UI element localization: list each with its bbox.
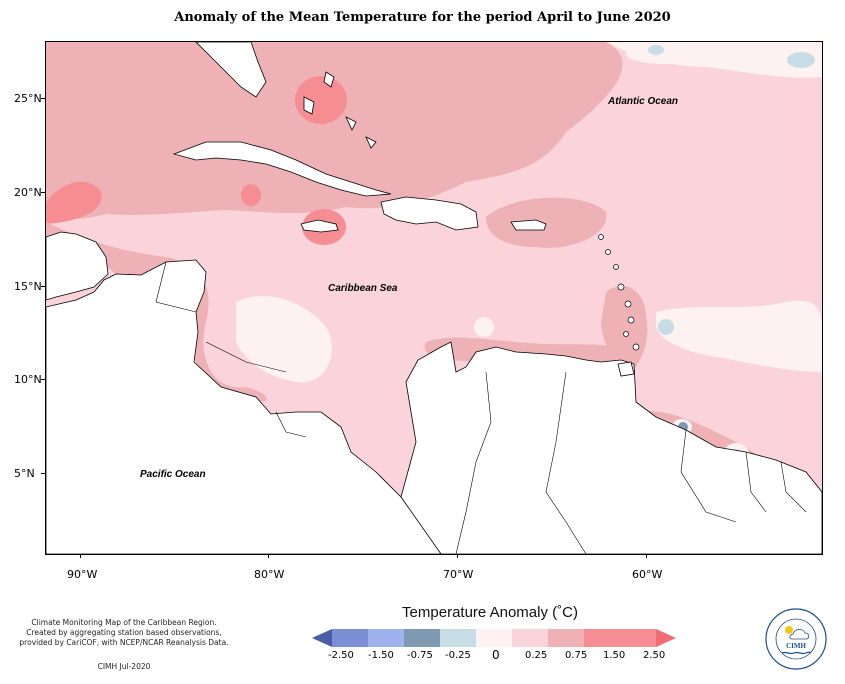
land-cuba	[172, 141, 392, 197]
land-florida	[195, 42, 267, 98]
lon-label-90w: 90°W	[67, 568, 98, 581]
legend-colorbar	[312, 629, 676, 647]
anomaly-cool-spot	[787, 52, 815, 68]
lon-tick	[80, 554, 81, 558]
lat-tick	[41, 379, 45, 380]
legend-arrow-high	[656, 629, 676, 647]
sun-icon	[785, 626, 793, 634]
legend-title: Temperature Anomaly (˚C)	[402, 604, 578, 621]
credits-stamp: CIMH Jul-2020	[97, 662, 151, 671]
anomaly-cool-spot	[658, 319, 674, 335]
anomaly-region-east-light	[656, 300, 822, 372]
legend-tick-label: 1.50	[603, 650, 626, 661]
legend-swatch	[368, 629, 404, 647]
lon-label-60w: 60°W	[632, 568, 663, 581]
land-south-america	[400, 341, 822, 554]
lon-label-80w: 80°W	[254, 568, 285, 581]
legend-tick-label: 0.25	[525, 650, 548, 661]
label-pacific-ocean: Pacific Ocean	[140, 469, 206, 480]
land-central-america	[46, 259, 442, 554]
land-jamaica	[300, 219, 339, 233]
lon-tick	[457, 554, 458, 558]
legend-swatch	[512, 629, 548, 647]
lat-label-25n: 25°N	[14, 92, 42, 105]
land-trinidad	[617, 361, 635, 377]
label-atlantic-ocean: Atlantic Ocean	[607, 96, 678, 107]
lat-label-10n: 10°N	[14, 373, 42, 386]
credits-line-2: Created by aggregating station based obs…	[26, 628, 222, 637]
anomaly-region-light	[236, 296, 332, 383]
wave-icon	[781, 651, 812, 655]
legend-swatch	[332, 629, 368, 647]
legend-tick-label: -0.25	[445, 650, 471, 661]
lat-label-20n: 20°N	[14, 186, 42, 199]
anomaly-map: Atlantic Ocean Caribbean Sea Pacific Oce…	[46, 42, 822, 554]
credits-line-1: Climate Monitoring Map of the Caribbean …	[31, 618, 217, 627]
map-panel: Atlantic Ocean Caribbean Sea Pacific Oce…	[45, 41, 823, 555]
legend-tick-label: -2.50	[328, 650, 354, 661]
legend-swatch	[620, 629, 656, 647]
legend-tick-label: 0.75	[565, 650, 588, 661]
land-bahamas	[303, 71, 377, 149]
legend-tick-label: 2.50	[643, 650, 666, 661]
legend-swatch	[476, 629, 512, 647]
anomaly-region-north	[46, 42, 623, 222]
label-caribbean-sea: Caribbean Sea	[328, 283, 398, 294]
land-hispaniola	[380, 196, 479, 231]
legend-tick-label: 0	[492, 648, 500, 662]
lon-tick	[268, 554, 269, 558]
anomaly-patch	[474, 317, 494, 337]
lat-label-15n: 15°N	[14, 280, 42, 293]
lat-label-5n: 5°N	[14, 467, 35, 480]
land-puerto-rico	[510, 219, 547, 231]
legend-arrow-low	[312, 629, 332, 647]
land-lesser-antilles	[598, 234, 640, 351]
legend-swatch	[548, 629, 584, 647]
lat-tick	[41, 286, 45, 287]
lon-tick	[646, 554, 647, 558]
legend-tick-label: -0.75	[407, 650, 433, 661]
lat-tick	[41, 98, 45, 99]
anomaly-patch	[626, 44, 706, 64]
credits-block: Climate Monitoring Map of the Caribbean …	[14, 618, 234, 672]
anomaly-hot-spot	[241, 184, 261, 206]
land-yucatan	[46, 231, 109, 301]
anomaly-cool-spot	[648, 45, 664, 55]
map-title: Anomaly of the Mean Temperature for the …	[174, 10, 671, 25]
cloud-icon	[789, 628, 810, 640]
anomaly-hot-yucatan	[46, 181, 102, 224]
country-borders	[155, 261, 807, 554]
legend-swatch	[404, 629, 440, 647]
lat-tick	[41, 192, 45, 193]
credits-line-3: provided by CariCOF, with NCEP/NCAR Rean…	[19, 638, 229, 647]
anomaly-region-pr	[486, 197, 607, 248]
anomaly-hot-bahamas	[295, 76, 347, 124]
lon-label-70w: 70°W	[443, 568, 474, 581]
logo-text: CIMH	[786, 642, 806, 650]
legend-tick-label: -1.50	[368, 650, 394, 661]
legend-swatch	[584, 629, 620, 647]
legend-swatch	[440, 629, 476, 647]
lat-tick	[41, 473, 45, 474]
cimh-logo: CIMH	[765, 608, 827, 670]
